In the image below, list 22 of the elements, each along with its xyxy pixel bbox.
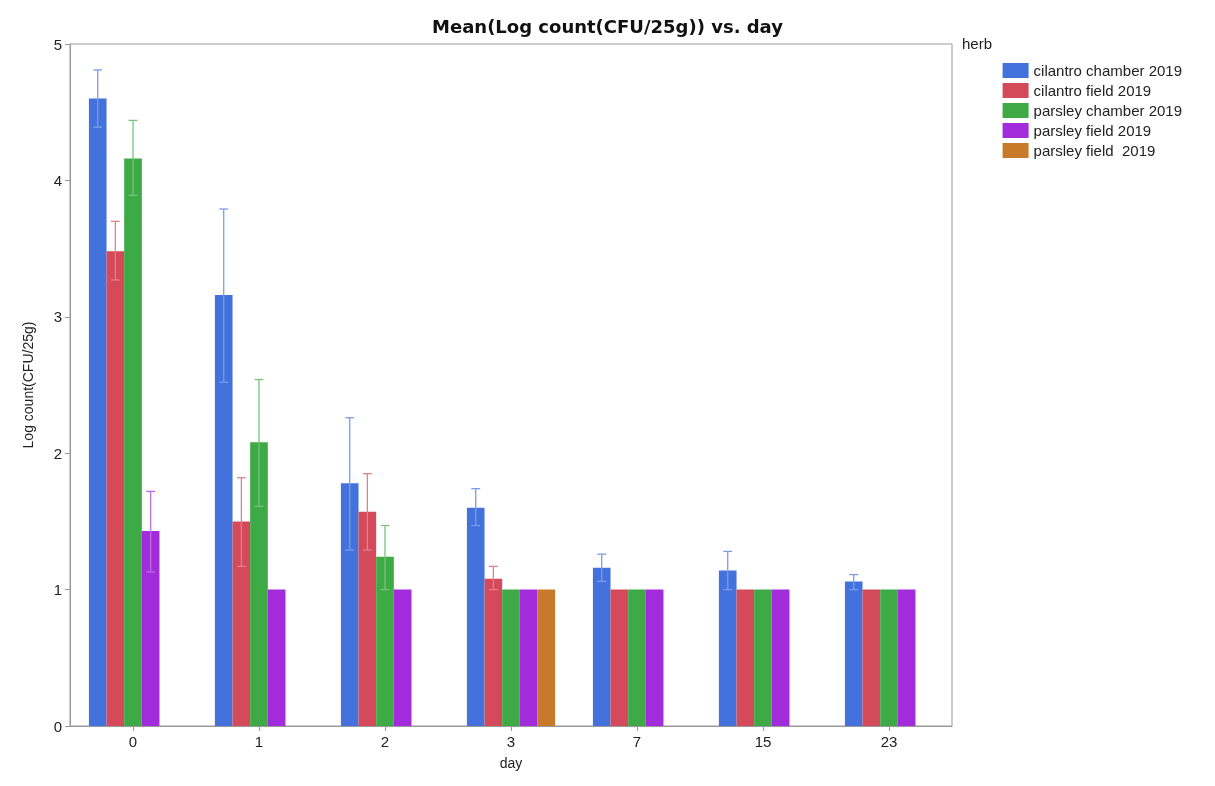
legend-title: herb xyxy=(961,35,993,52)
y-tick-label: 4 xyxy=(53,171,62,189)
y-tick-label: 2 xyxy=(53,444,62,462)
y-tick-label: 5 xyxy=(53,35,62,53)
x-tick-label: 1 xyxy=(254,733,264,750)
x-tick-label: 23 xyxy=(880,733,898,750)
legend-label: cilantro field 2019 xyxy=(1033,82,1152,99)
legend-label: parsley field 2019 xyxy=(1033,142,1156,159)
legend-label: cilantro chamber 2019 xyxy=(1033,62,1182,79)
y-tick-label: 1 xyxy=(53,581,62,599)
chart-title: Mean(Log count(CFU/25g)) vs. day xyxy=(432,15,784,37)
x-tick-label: 15 xyxy=(754,733,772,750)
y-tick-label: 0 xyxy=(53,717,62,735)
legend-label: parsley field 2019 xyxy=(1033,122,1152,139)
legend-label: parsley chamber 2019 xyxy=(1033,102,1182,119)
x-tick-label: 7 xyxy=(632,733,642,750)
x-tick-label: 3 xyxy=(506,733,516,750)
y-tick-label: 3 xyxy=(53,308,62,326)
x-axis-title: day xyxy=(499,755,523,771)
y-axis-title: Log count(CFU/25g) xyxy=(20,321,36,449)
x-tick-label: 0 xyxy=(128,733,138,750)
x-tick-label: 2 xyxy=(380,733,390,750)
